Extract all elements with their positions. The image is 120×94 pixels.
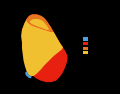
- Polygon shape: [25, 71, 32, 78]
- Polygon shape: [21, 19, 63, 76]
- Polygon shape: [21, 14, 68, 82]
- Bar: [83, 42, 88, 45]
- Bar: [83, 38, 88, 41]
- Bar: [83, 51, 88, 54]
- Polygon shape: [30, 19, 49, 30]
- Polygon shape: [26, 14, 54, 32]
- Bar: [83, 47, 88, 50]
